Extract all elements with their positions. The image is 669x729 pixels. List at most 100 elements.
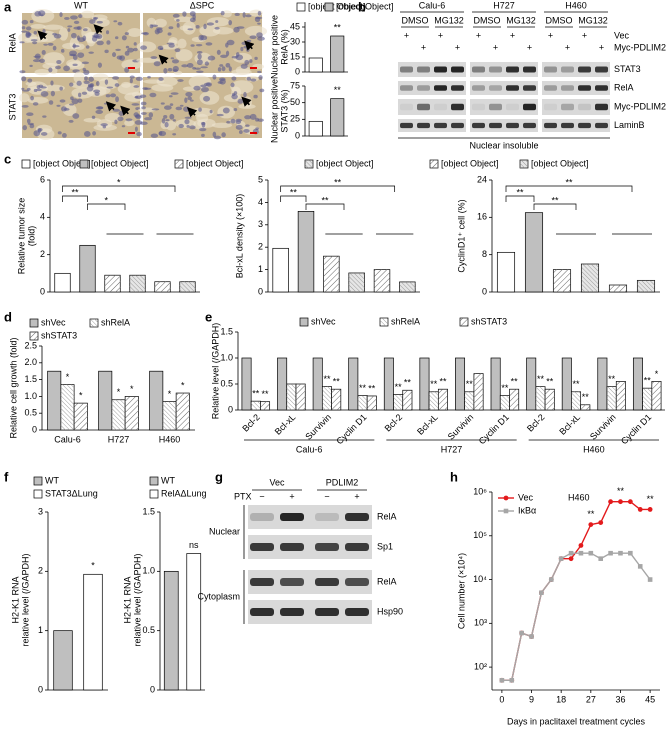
nucleus: [215, 20, 219, 23]
band: [489, 66, 502, 73]
nucleus: [184, 97, 188, 103]
nucleus: [204, 61, 209, 66]
point: [608, 550, 613, 556]
band: [345, 513, 369, 521]
nucleus: [165, 119, 170, 122]
nucleus: [194, 67, 201, 70]
y-tick-label: 0.5: [24, 408, 37, 418]
x-tick-label: 45: [645, 694, 655, 704]
bar: [597, 357, 608, 411]
point: [598, 520, 604, 525]
nucleus: [96, 40, 104, 46]
nucleus: [78, 92, 82, 98]
tissue: [34, 68, 50, 76]
point: [618, 550, 623, 556]
nucleus: [199, 127, 207, 132]
nucleus: [119, 55, 126, 61]
nucleus: [32, 102, 39, 106]
nucleus: [163, 67, 168, 74]
band: [451, 85, 464, 91]
label: RelA: [377, 576, 397, 586]
nucleus: [257, 70, 262, 74]
nucleus: [72, 63, 78, 67]
bar-hatch: [571, 391, 581, 410]
nucleus: [36, 88, 42, 92]
band: [280, 543, 304, 551]
bar-hatch: [581, 264, 599, 292]
bar-hatch: [651, 381, 662, 410]
label: Myc-PDLIM2: [614, 42, 666, 52]
nucleus: [89, 19, 96, 25]
sign: +: [421, 42, 426, 52]
y-axis-label: Bcl-xL density (×100): [234, 194, 244, 278]
nucleus: [161, 118, 166, 124]
nucleus: [150, 133, 159, 138]
bracket: [280, 185, 396, 192]
y-tick-label: 10²: [474, 661, 487, 671]
band: [506, 66, 519, 73]
nucleus: [113, 20, 118, 23]
band: [523, 122, 536, 129]
significance: *: [181, 380, 185, 390]
band: [345, 543, 369, 551]
band: [280, 513, 304, 521]
significance: **: [501, 383, 509, 393]
band: [489, 85, 502, 91]
label: RelA: [377, 511, 397, 521]
nucleus: [34, 11, 42, 17]
point: [509, 677, 515, 683]
scale-bar: [128, 67, 135, 69]
nucleus: [243, 91, 247, 98]
bar: [419, 357, 430, 411]
nucleus: [26, 118, 31, 124]
nucleus: [82, 28, 88, 32]
nucleus: [48, 100, 54, 105]
nucleus: [33, 130, 41, 137]
nucleus: [169, 113, 175, 120]
bar: [297, 211, 315, 293]
nucleus: [160, 102, 165, 105]
nucleus: [40, 91, 49, 97]
point: [578, 550, 584, 556]
band: [561, 122, 574, 129]
sign: +: [404, 30, 409, 40]
nucleus: [110, 93, 117, 98]
nucleus: [52, 45, 57, 51]
nucleus: [67, 28, 71, 32]
nucleus: [124, 66, 130, 73]
y-axis-label: RelA (%): [279, 29, 289, 65]
y-tick-label: 1.5: [142, 506, 155, 516]
band: [451, 103, 464, 111]
nucleus: [167, 67, 173, 72]
nucleus: [230, 82, 235, 88]
nucleus: [92, 131, 97, 136]
nucleus: [254, 16, 261, 23]
nucleus: [244, 59, 250, 65]
nucleus: [221, 66, 226, 72]
bar-hatch: [60, 384, 75, 430]
nucleus: [91, 115, 96, 119]
significance: **: [565, 177, 573, 187]
point: [529, 634, 534, 639]
significance: *: [91, 561, 95, 571]
nucleus: [231, 93, 236, 97]
bar: [83, 573, 103, 691]
y-axis-label: Relative level (/GAPDH): [210, 323, 220, 420]
bar: [526, 357, 537, 411]
band: [578, 85, 591, 91]
significance: **: [551, 195, 559, 205]
band: [417, 122, 430, 129]
x-tick-label: Cyclin D1: [477, 412, 511, 446]
band: [472, 85, 485, 91]
bar: [312, 357, 323, 411]
nucleus: [244, 115, 252, 120]
nucleus: [245, 14, 252, 18]
y-tick-label: 4: [40, 212, 45, 222]
significance: **: [323, 374, 331, 384]
blot: [398, 62, 466, 77]
bar: [47, 370, 62, 431]
nucleus: [73, 20, 80, 25]
significance: *: [655, 369, 659, 379]
bar: [496, 251, 516, 293]
nucleus: [115, 96, 119, 103]
